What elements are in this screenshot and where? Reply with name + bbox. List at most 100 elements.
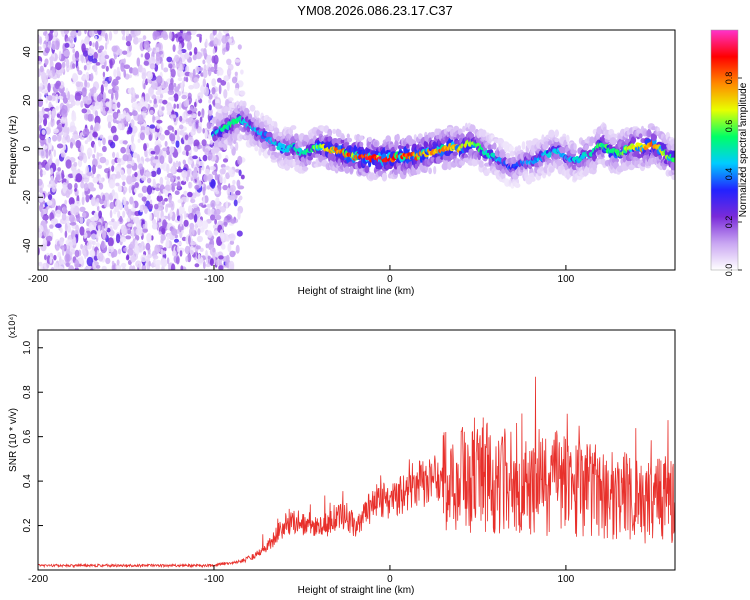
spectrogram-cell bbox=[213, 147, 221, 153]
spectrogram-cell bbox=[64, 253, 71, 263]
spectrogram-cell bbox=[117, 248, 122, 255]
spectrogram-cell bbox=[174, 190, 180, 195]
spectrogram-cell bbox=[98, 139, 102, 147]
spectrogram-cell bbox=[205, 38, 208, 47]
spectrogram-cell bbox=[154, 155, 159, 161]
spectrogram-cell bbox=[202, 59, 206, 65]
spectrogram-cell bbox=[112, 151, 116, 158]
spectrogram-cell bbox=[190, 198, 196, 204]
spectrogram-cell bbox=[148, 134, 152, 141]
spectrogram-cell bbox=[70, 142, 73, 149]
spectrogram-cell bbox=[197, 67, 204, 72]
spectrogram-cell bbox=[91, 86, 97, 94]
spectrogram-cell bbox=[73, 161, 78, 167]
snr-x-label: Height of straight line (km) bbox=[298, 585, 415, 596]
spectrogram-cell bbox=[83, 38, 89, 44]
spectrogram-cell bbox=[124, 203, 129, 212]
spectrogram-cell bbox=[101, 110, 107, 116]
spectrogram-cell bbox=[180, 213, 183, 220]
spectrogram-cell bbox=[53, 254, 57, 261]
spectrogram-cell bbox=[207, 151, 213, 161]
spectrogram-cell bbox=[185, 150, 189, 157]
spectrogram-cell bbox=[61, 169, 65, 180]
spectrogram-y-axis: -40 -20 0 20 40 bbox=[22, 46, 43, 253]
spectrogram-cell bbox=[55, 223, 62, 228]
spectrogram-cell bbox=[122, 50, 128, 55]
spectrogram-cell bbox=[166, 173, 174, 178]
spectrogram-cell bbox=[55, 105, 59, 111]
spectrogram-cell bbox=[480, 129, 487, 138]
spectrogram-cell bbox=[223, 89, 228, 99]
spectrogram-cell bbox=[233, 199, 238, 207]
spectrogram-cell bbox=[116, 220, 120, 227]
spectrogram-cell bbox=[190, 30, 197, 36]
spectrogram-cell bbox=[648, 131, 652, 137]
spectrogram-cell bbox=[609, 137, 617, 145]
spectrogram-cell bbox=[74, 188, 77, 192]
spectrogram-cell bbox=[111, 251, 115, 258]
spectrogram-cell bbox=[55, 93, 59, 104]
spectrogram-cell bbox=[111, 165, 115, 172]
spectrogram-cell bbox=[202, 195, 206, 206]
spectrogram-cell bbox=[611, 157, 620, 164]
spectrogram-cell bbox=[70, 207, 75, 215]
spectrogram-cell bbox=[198, 160, 205, 167]
spectrogram-ridge-cell bbox=[671, 157, 675, 163]
spectrogram-cell bbox=[91, 240, 96, 246]
spectrogram-cell bbox=[166, 163, 170, 174]
spectrogram-cell bbox=[140, 254, 147, 263]
spectrogram-cell bbox=[171, 182, 177, 187]
spectrogram-cell bbox=[127, 88, 132, 94]
spectrogram-cell bbox=[148, 203, 153, 210]
spectrogram-cell bbox=[81, 54, 84, 64]
spectrogram-cell bbox=[187, 213, 195, 220]
spectrogram-cell bbox=[125, 235, 132, 240]
spectrogram-cell bbox=[234, 87, 240, 96]
spectrogram-cell bbox=[143, 40, 150, 50]
spectrogram-x-label: Height of straight line (km) bbox=[298, 286, 415, 297]
spectrogram-cell bbox=[61, 61, 66, 69]
spectrogram-cell bbox=[294, 154, 300, 160]
spectrogram-cell bbox=[77, 70, 83, 76]
spectrogram-cell bbox=[164, 140, 168, 147]
spectrogram-cell bbox=[85, 61, 91, 71]
spectrogram-cell bbox=[144, 171, 152, 177]
spectrogram-cell bbox=[156, 212, 160, 222]
spectrogram-cell bbox=[195, 245, 201, 250]
spectrogram-cell bbox=[229, 240, 235, 245]
spectrogram-cell bbox=[197, 253, 201, 260]
spectrogram-cell bbox=[122, 30, 126, 37]
spectrogram-cell bbox=[70, 39, 73, 44]
spectrogram-cell bbox=[97, 252, 104, 262]
spectrogram-cell bbox=[169, 209, 173, 218]
spectrogram-cell bbox=[63, 49, 71, 57]
spectrogram-cell bbox=[152, 114, 155, 123]
spectrogram-cell bbox=[266, 117, 273, 125]
spectrogram-cell bbox=[168, 31, 173, 40]
spectrogram-cell bbox=[125, 30, 130, 37]
spectrogram-cell bbox=[92, 176, 99, 184]
spectrogram-cell bbox=[106, 114, 113, 124]
spectrogram-cell bbox=[64, 230, 68, 238]
spectrogram-cell bbox=[269, 124, 274, 131]
spectrogram-cell bbox=[54, 82, 60, 90]
spectrogram-cell bbox=[212, 30, 216, 36]
spectrogram-cell bbox=[213, 54, 219, 65]
spectrogram-cell bbox=[176, 135, 181, 141]
spectrogram-cell bbox=[101, 240, 105, 251]
spectrogram-cell bbox=[144, 158, 151, 162]
spectrogram-cell bbox=[120, 62, 125, 72]
spectrogram-cell bbox=[84, 250, 87, 259]
spectrogram-cell bbox=[185, 65, 190, 73]
spectrogram-cell bbox=[218, 68, 224, 76]
spectrogram-cell bbox=[155, 115, 160, 122]
spectrogram-cell bbox=[92, 42, 95, 48]
spectrogram-cell bbox=[227, 97, 234, 102]
spectrogram-cell bbox=[130, 207, 136, 212]
spectrogram-cell bbox=[127, 223, 134, 228]
spectrogram-cell bbox=[69, 221, 77, 226]
spectrogram-cell bbox=[226, 68, 232, 77]
spectrogram-cell bbox=[109, 201, 115, 210]
spectrogram-cell bbox=[185, 76, 189, 83]
spectrogram-cell bbox=[175, 256, 180, 265]
